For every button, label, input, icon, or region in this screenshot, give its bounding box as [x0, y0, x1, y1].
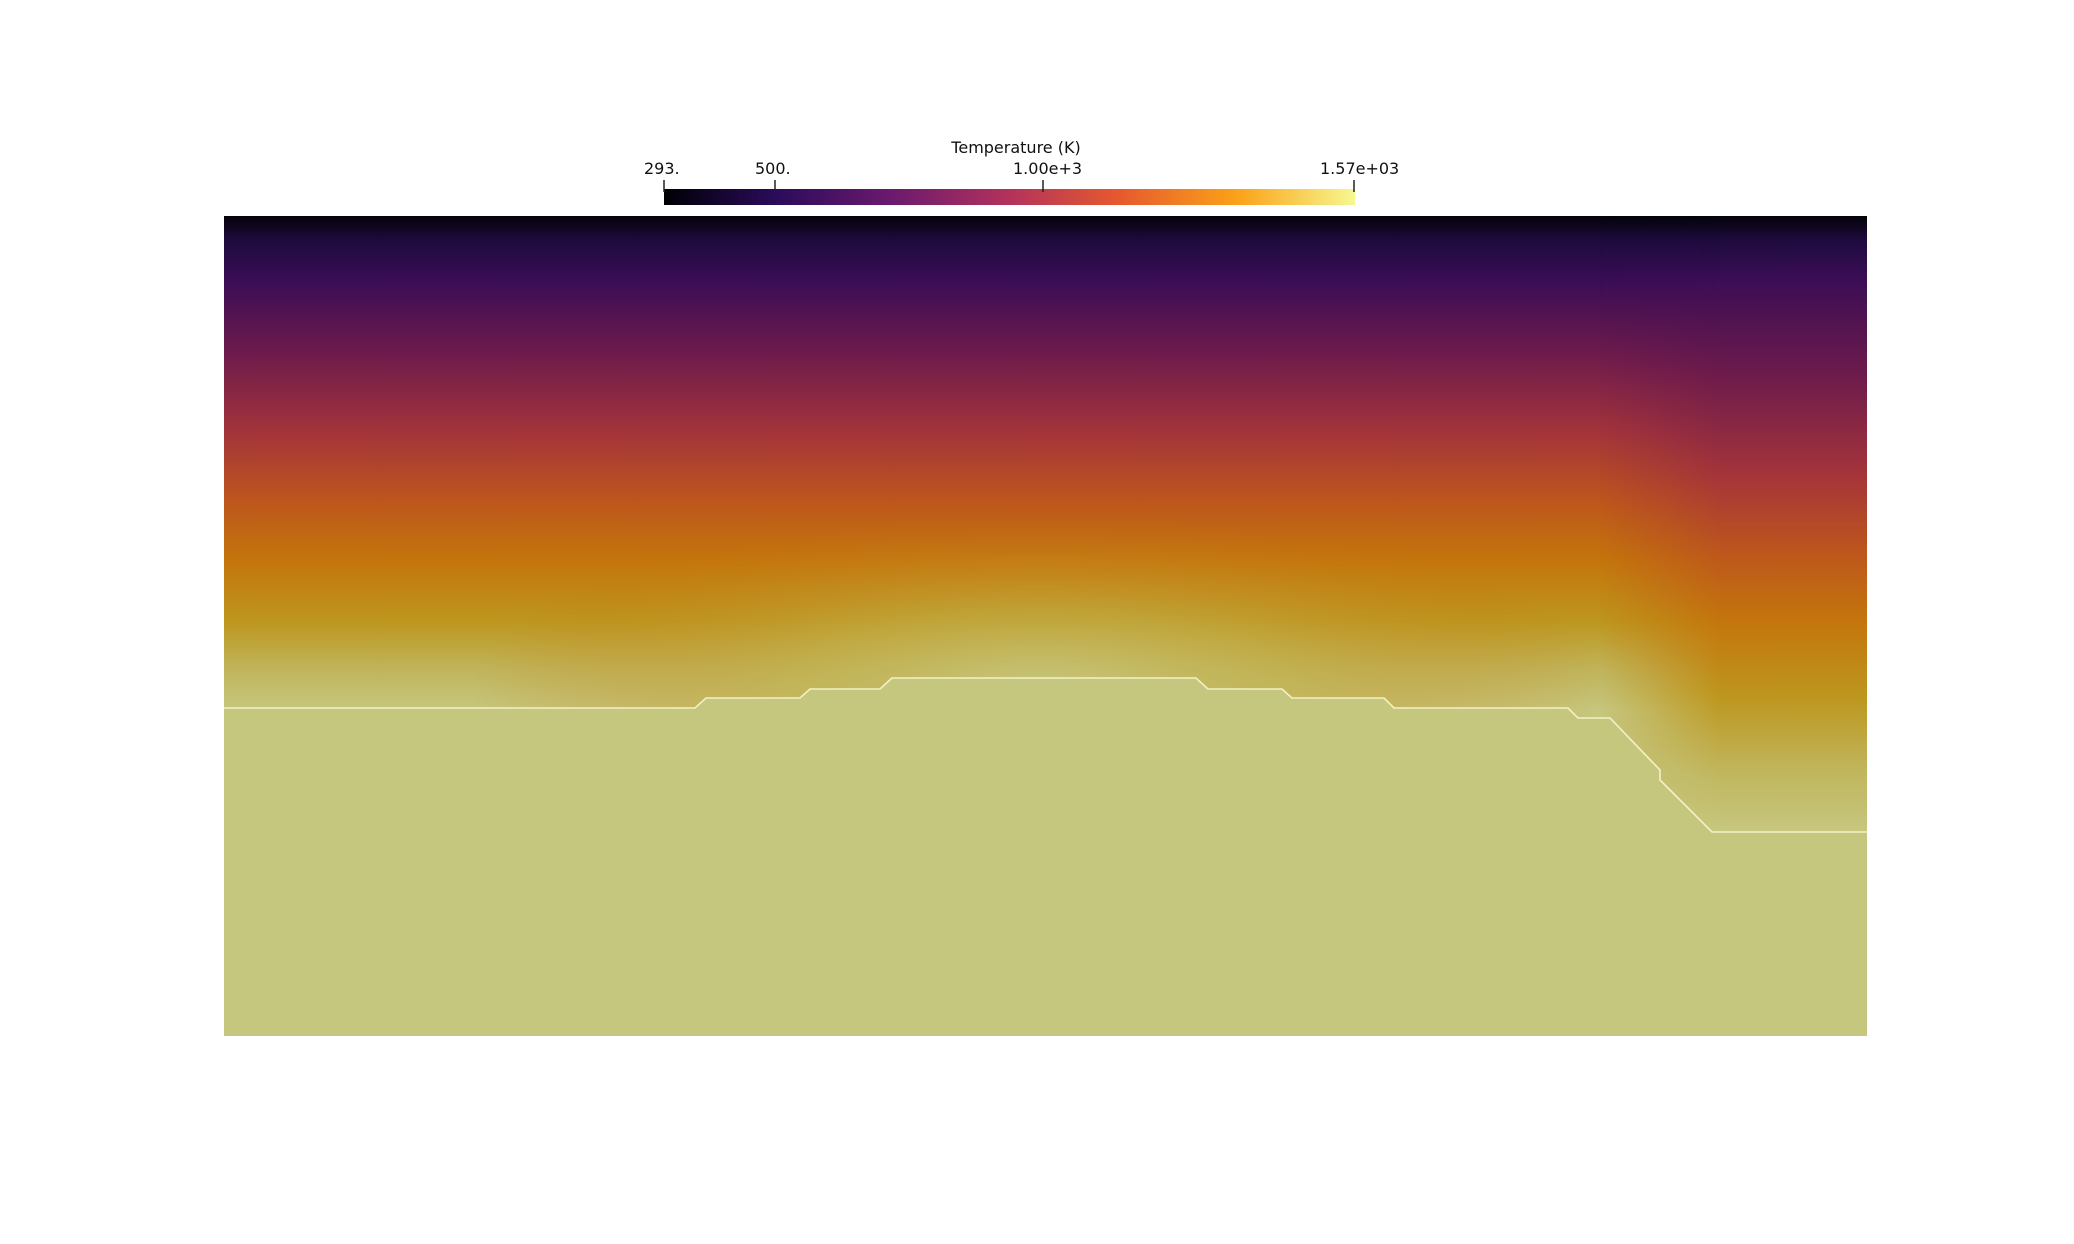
colorbar-tick-label-1000: 1.00e+3	[1013, 159, 1083, 178]
colorbar-gradient	[664, 189, 1355, 205]
colorbar-tick-label-max: 1.57e+03	[1320, 159, 1400, 178]
colorbar-tick-label-500: 500.	[755, 159, 791, 178]
interface-line	[224, 677, 1867, 833]
colorbar-tick-label-min: 293.	[644, 159, 680, 178]
colorbar-title: Temperature (K)	[951, 138, 1081, 157]
colorbar	[663, 180, 1355, 205]
temperature-field	[224, 216, 1867, 1036]
solid-region	[224, 678, 1867, 1036]
